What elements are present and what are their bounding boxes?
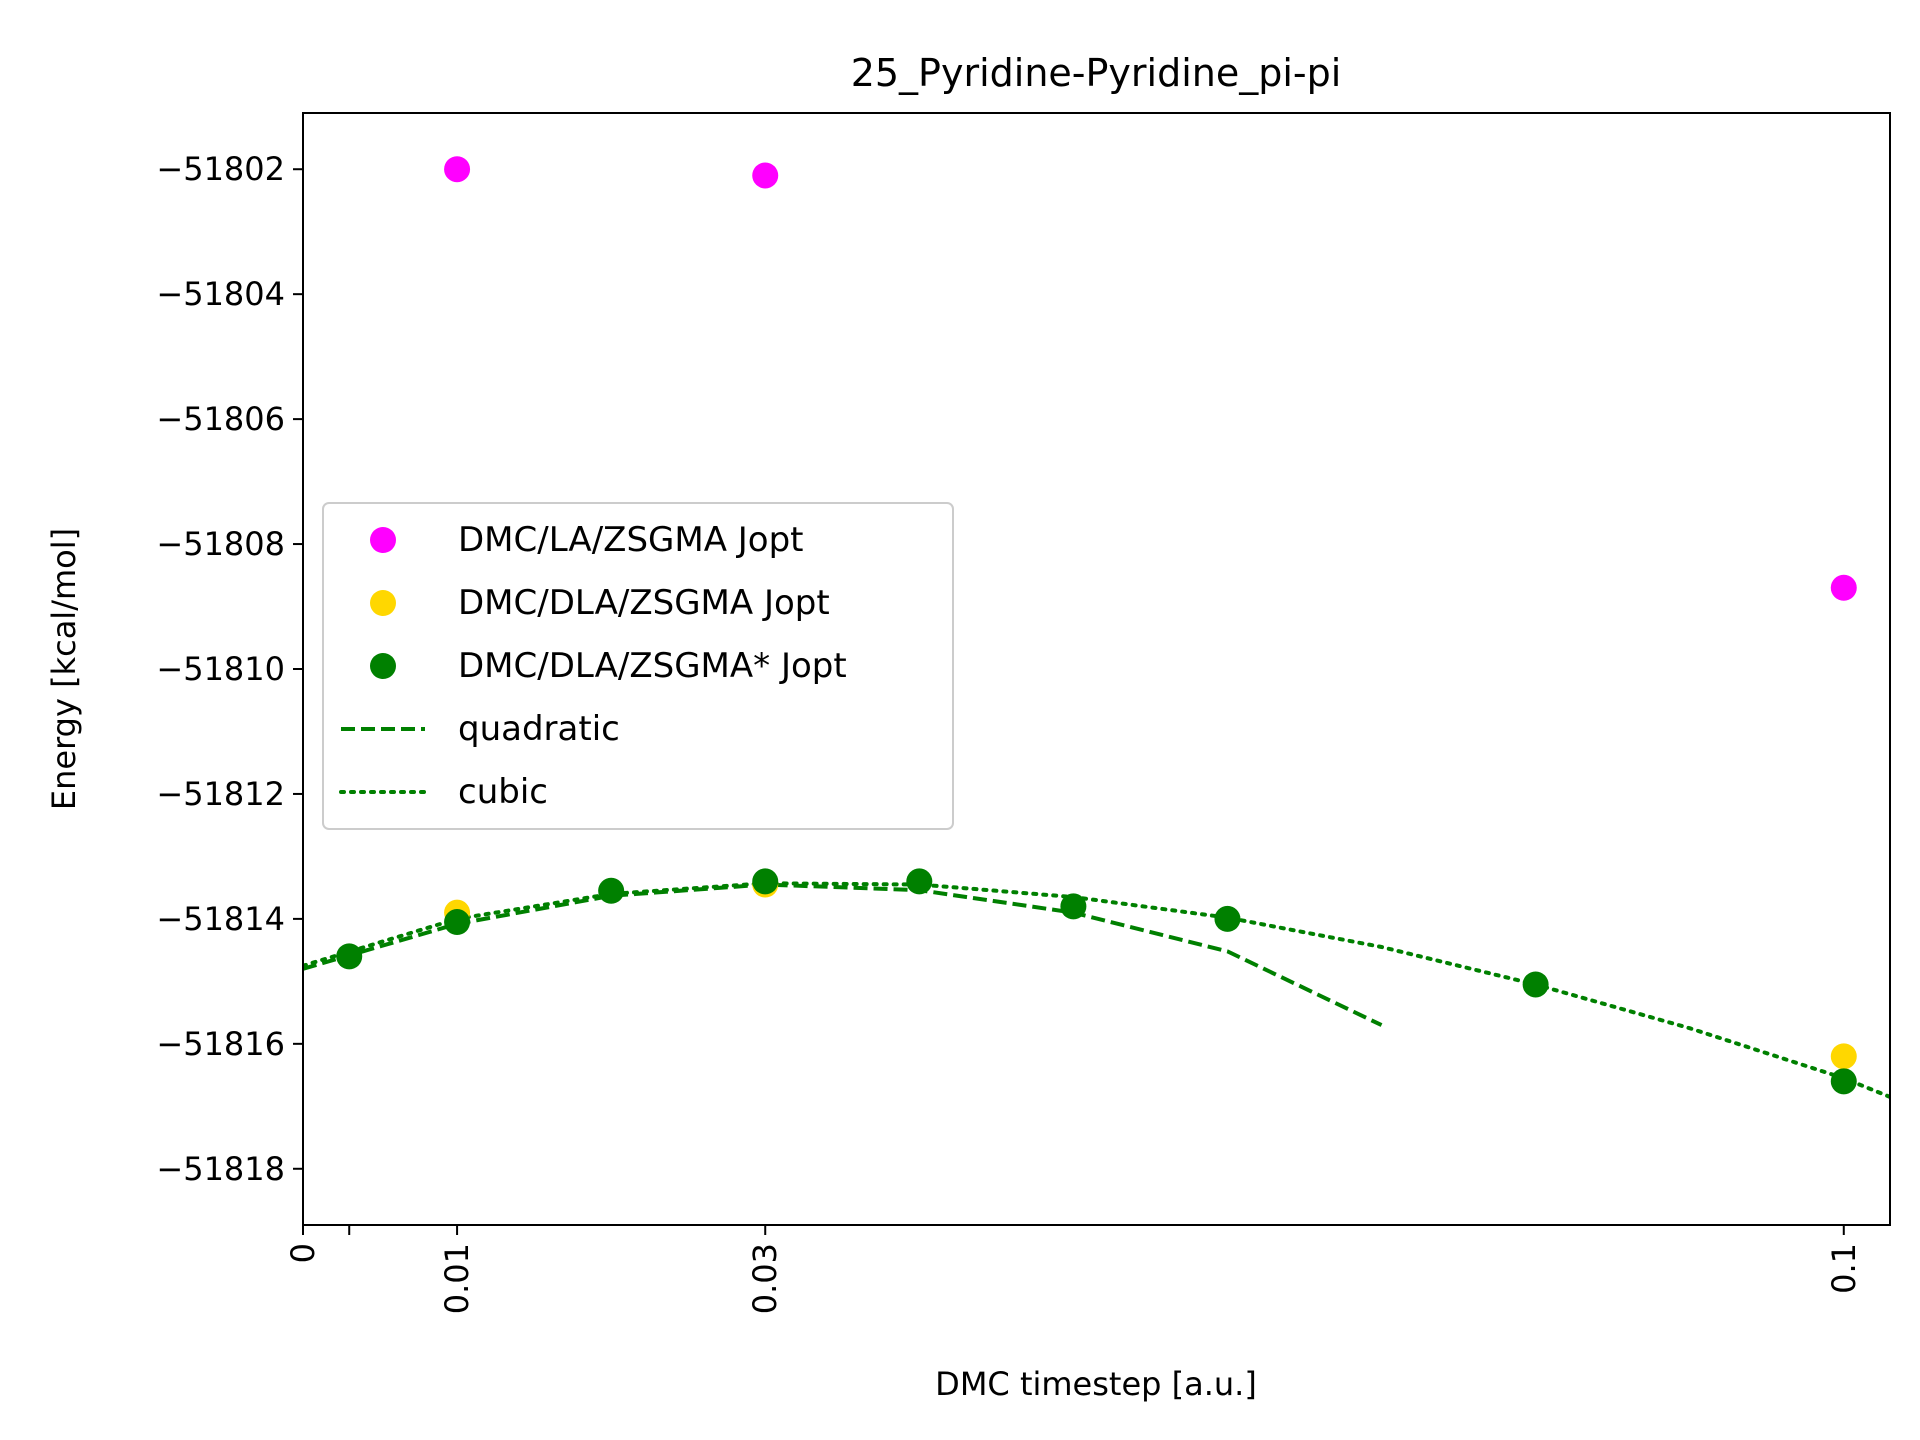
data-point [1830,1043,1857,1070]
y-tick-label: −51806 [156,400,285,438]
legend-label: quadratic [458,709,620,749]
data-point [598,877,625,904]
data-point [1214,905,1241,932]
data-point [1830,574,1857,601]
legend-label: cubic [458,772,548,812]
data-point [444,909,471,936]
y-tick-label: −51816 [156,1025,285,1063]
legend-marker [370,590,396,616]
legend-box [322,502,954,830]
legend-marker [370,653,396,679]
legend-marker [370,527,396,553]
x-tick-label: 0.01 [438,1243,476,1314]
data-point [752,868,779,895]
x-axis-label: DMC timestep [a.u.] [935,1365,1257,1403]
data-point [1522,971,1549,998]
y-axis: −51802 −51804 −51806 −51808 −51810 −51812 −518… [156,150,303,1188]
data-point [906,868,933,895]
x-axis: 0 0.01 0.03 0.1 [284,1225,1863,1314]
series-line-quadratic [303,882,1383,1027]
y-tick-label: −51812 [156,775,285,813]
series-layer [303,156,1890,1099]
data-point [336,943,363,970]
x-tick-label: 0 [284,1243,322,1263]
series-line-cubic [303,881,1890,1099]
x-tick-label: 0.03 [746,1243,784,1314]
data-point [752,162,779,189]
y-tick-label: −51808 [156,525,285,563]
y-tick-label: −51804 [156,275,285,313]
data-point [1060,893,1087,920]
legend-label: DMC/DLA/ZSGMA* Jopt [458,646,847,686]
legend-label: DMC/LA/ZSGMA Jopt [458,520,804,560]
x-tick-label: 0.1 [1825,1243,1863,1294]
y-tick-label: −51818 [156,1150,285,1188]
data-point [444,156,471,183]
legend-label: DMC/DLA/ZSGMA Jopt [458,583,830,623]
y-tick-label: −51814 [156,900,285,938]
y-tick-label: −51802 [156,150,285,188]
data-point [1830,1068,1857,1095]
legend: DMC/LA/ZSGMA Jopt DMC/DLA/ZSGMA Jopt DMC/D… [322,502,954,830]
chart-title: 25_Pyridine-Pyridine_pi-pi [851,51,1342,95]
y-axis-label: Energy [kcal/mol] [45,528,83,810]
y-tick-label: −51810 [156,650,285,688]
